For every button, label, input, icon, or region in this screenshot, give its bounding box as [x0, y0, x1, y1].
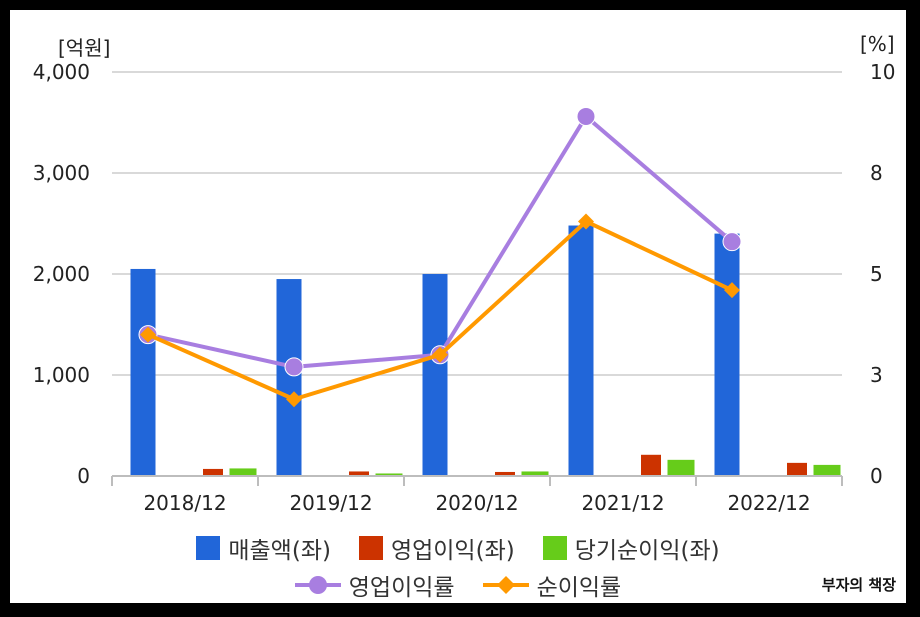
legend-label-operating-profit: 영업이익(좌)	[390, 538, 515, 564]
axes	[111, 475, 843, 486]
bar-0-0	[130, 268, 156, 476]
point-0-4	[722, 232, 742, 252]
legend-item-revenue: 매출액(좌)	[196, 531, 331, 565]
legend-label-revenue: 매출액(좌)	[228, 538, 331, 564]
lines	[138, 106, 742, 408]
right-tick-label: 0	[870, 464, 883, 488]
bar-0-4	[714, 233, 740, 476]
right-axis-unit: [%]	[860, 32, 895, 56]
point-0-3	[576, 106, 596, 126]
legend-row-lines: 영업이익률 순이익률	[10, 568, 906, 602]
legend-label-operating-margin: 영업이익률	[348, 575, 455, 601]
bar-0-2	[422, 274, 448, 476]
legend-item-net-margin: 순이익률	[482, 568, 622, 602]
x-tick-label: 2018/12	[143, 491, 226, 515]
legend-swatch-net-income	[542, 536, 567, 560]
right-tick-label: 8	[870, 161, 883, 185]
point-1-0	[140, 326, 156, 343]
legend-swatch-operating-margin	[294, 576, 341, 594]
left-tick-label: 1,000	[33, 363, 90, 387]
bar-1-0	[203, 468, 223, 476]
right-tick-label: 3	[870, 363, 883, 387]
bar-1-1	[349, 471, 369, 476]
left-tick-label: 2,000	[33, 262, 90, 286]
right-tick-label: 5	[870, 262, 883, 286]
bars	[130, 225, 841, 476]
watermark: 부자의 책장	[821, 576, 896, 594]
point-1-4	[724, 282, 740, 299]
left-tick-label: 4,000	[33, 60, 90, 84]
x-tick-label: 2022/12	[727, 491, 810, 515]
legend-item-operating-margin: 영업이익률	[294, 568, 455, 602]
bar-1-2	[495, 471, 515, 476]
bar-0-1	[276, 279, 302, 476]
left-tick-label: 3,000	[33, 161, 90, 185]
bar-2-2	[521, 471, 549, 476]
combo-chart: 0 1,000 2,000 3,000 4,000 0 3 5 8 10 2018/12 2019/1…	[33, 60, 896, 515]
tick-labels: 0 1,000 2,000 3,000 4,000 0 3 5 8 10 2018/12 2019/1…	[33, 60, 896, 515]
legend-swatch-net-margin	[482, 576, 529, 594]
legend-row-bars: 매출액(좌) 영업이익(좌) 당기순이익(좌)	[10, 531, 906, 565]
bar-1-4	[787, 462, 807, 476]
bar-2-4	[813, 464, 841, 476]
right-tick-label: 10	[870, 60, 895, 84]
point-1-2	[432, 346, 448, 363]
bar-0-3	[568, 225, 594, 476]
legend-item-net-income: 당기순이익(좌)	[542, 531, 720, 565]
x-tick-label: 2020/12	[435, 491, 518, 515]
x-tick-label: 2021/12	[581, 491, 664, 515]
chart-frame: 0 1,000 2,000 3,000 4,000 0 3 5 8 10 2018/12 2019/1…	[10, 10, 906, 603]
bar-2-1	[375, 473, 403, 476]
legend-swatch-operating-profit	[358, 536, 383, 560]
legend-label-net-margin: 순이익률	[536, 575, 622, 601]
x-tick-label: 2019/12	[289, 491, 372, 515]
legend-item-operating-profit: 영업이익(좌)	[358, 531, 515, 565]
point-1-3	[578, 213, 594, 230]
legend-swatch-revenue	[196, 536, 221, 560]
left-axis-unit: [억원]	[58, 36, 111, 60]
legend-label-net-income: 당기순이익(좌)	[574, 538, 720, 564]
left-tick-label: 0	[77, 464, 90, 488]
bar-2-3	[667, 459, 695, 476]
bar-1-3	[641, 454, 661, 476]
point-1-1	[286, 391, 302, 408]
point-0-1	[284, 357, 304, 377]
bar-2-0	[229, 468, 257, 476]
